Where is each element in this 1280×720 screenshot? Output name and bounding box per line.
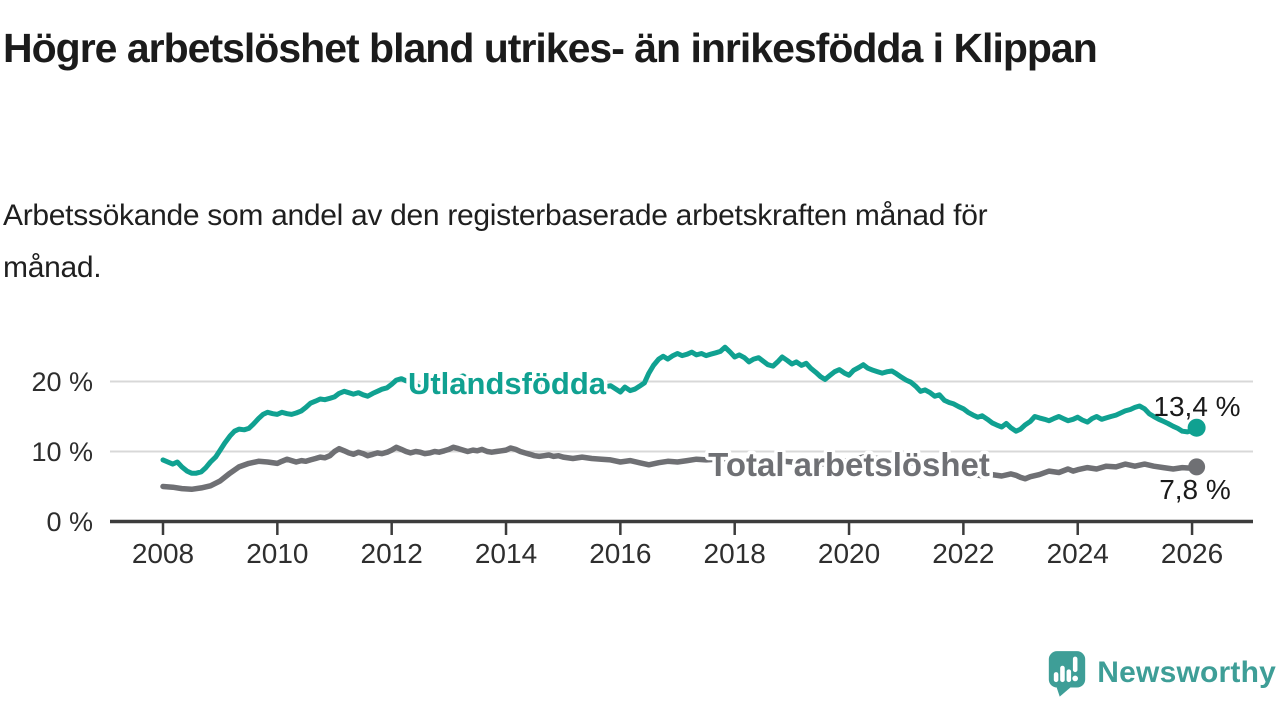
- series-label-total: Total arbetslöshet: [708, 446, 990, 483]
- y-axis-tick-label: 20 %: [31, 367, 93, 397]
- chart-subtitle: Arbetssökande som andel av den registerb…: [3, 199, 988, 284]
- x-axis-tick-label: 2010: [246, 538, 308, 569]
- x-axis-tick-label: 2018: [704, 538, 766, 569]
- brand-footer: Newsworthy: [1047, 648, 1276, 698]
- x-axis-tick-label: 2012: [361, 538, 423, 569]
- series-line-total: [160, 444, 1200, 493]
- series-end-value-label: 13,4 %: [1153, 391, 1240, 422]
- y-axis-tick-label: 10 %: [31, 437, 93, 467]
- series-end-value-label: 7,8 %: [1159, 474, 1231, 505]
- series-label-utlandsfodda: Utlandsfödda: [408, 366, 607, 401]
- x-axis-tick-label: 2016: [589, 538, 651, 569]
- series-line-utlandsfodda: [160, 344, 1200, 476]
- x-axis-tick-label: 2020: [818, 538, 880, 569]
- newsworthy-logo-icon: [1049, 651, 1086, 697]
- series-end-dot: [1188, 458, 1206, 476]
- x-axis-tick-label: 2026: [1161, 538, 1223, 569]
- y-axis-tick-label: 0 %: [46, 507, 93, 537]
- series-end-dot: [1187, 418, 1206, 437]
- x-axis-tick-label: 2024: [1047, 538, 1109, 569]
- chart-title: Högre arbetslöshet bland utrikes- än inr…: [3, 25, 1098, 71]
- brand-name: Newsworthy: [1097, 656, 1276, 689]
- x-axis-tick-label: 2022: [932, 538, 994, 569]
- x-axis-tick-label: 2014: [475, 538, 537, 569]
- x-axis-tick-label: 2008: [132, 538, 194, 569]
